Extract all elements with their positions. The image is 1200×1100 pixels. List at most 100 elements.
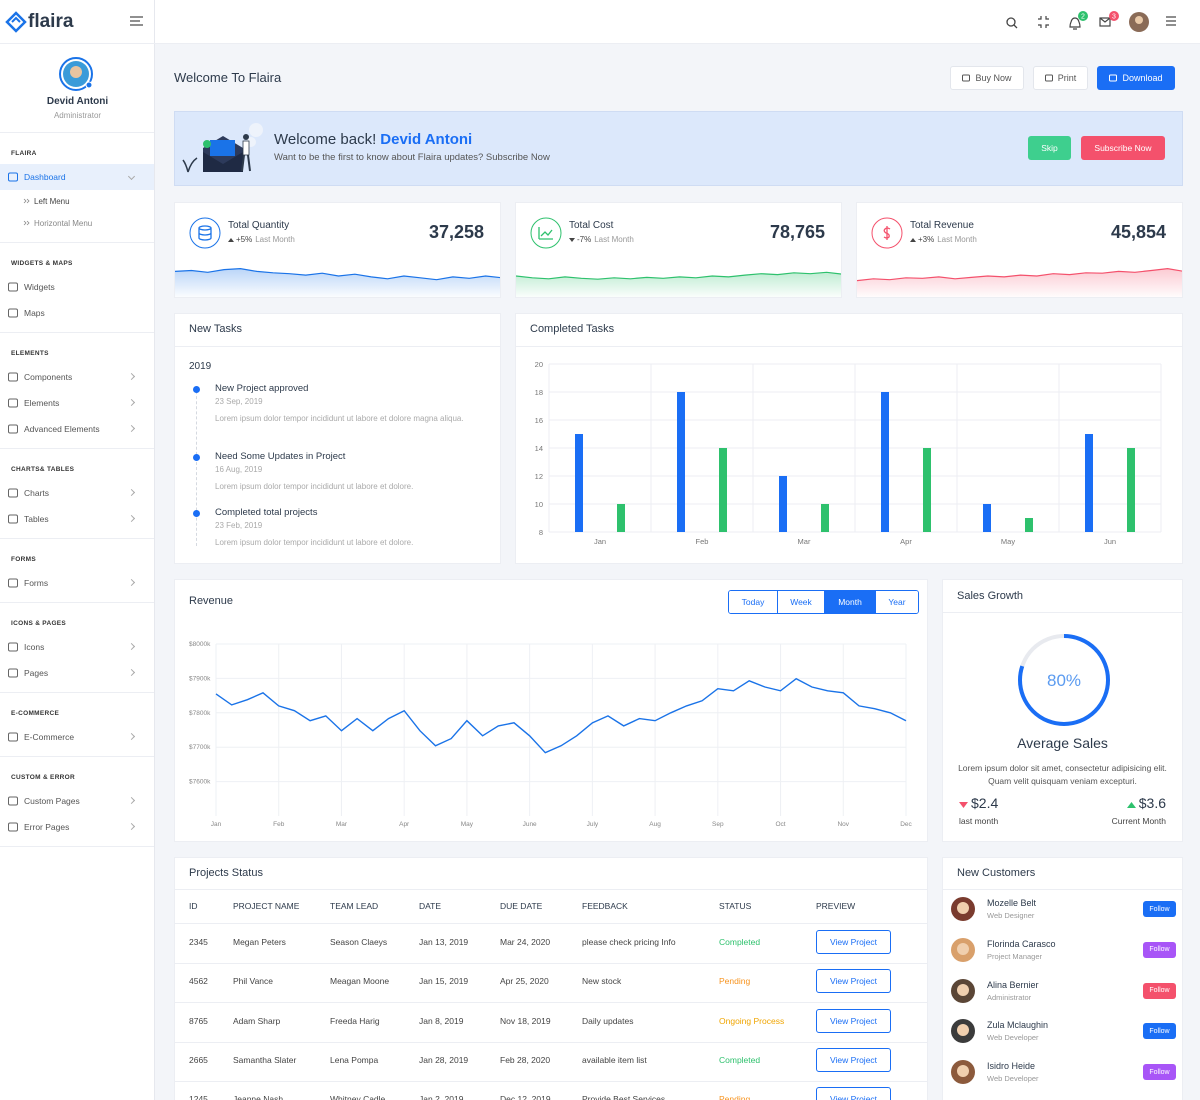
stat-icon: [530, 217, 562, 249]
range-tab[interactable]: Month: [824, 591, 875, 613]
x-tick-label: Apr: [900, 537, 912, 546]
menu-heading: ICONS & PAGES: [11, 620, 67, 627]
menu-item[interactable]: Advanced Elements: [0, 416, 154, 442]
view-project-button[interactable]: View Project: [816, 1087, 891, 1100]
table-cell: Whitney Cadle: [330, 1094, 386, 1100]
follow-button[interactable]: Follow: [1143, 1023, 1176, 1040]
bar: [821, 504, 829, 532]
submenu-item[interactable]: Left Menu: [0, 190, 154, 212]
stat-value: 45,854: [1110, 222, 1166, 242]
menu-item[interactable]: Widgets: [0, 274, 154, 300]
menu-icon: [8, 308, 18, 318]
menu-item[interactable]: Custom Pages: [0, 788, 154, 814]
card-title: New Customers: [957, 867, 1036, 879]
menu-icon: [8, 668, 18, 678]
follow-button[interactable]: Follow: [1143, 941, 1176, 958]
divider: [0, 132, 154, 133]
row-divider: [175, 1002, 927, 1004]
banner-button[interactable]: Subscribe Now: [1081, 136, 1165, 160]
menu-item[interactable]: Dashboard: [0, 164, 154, 190]
range-tab[interactable]: Today: [729, 591, 777, 613]
submenu-item[interactable]: Horizontal Menu: [0, 212, 154, 234]
trend-arrow-shape: [228, 238, 234, 242]
follow-button[interactable]: Follow: [1143, 901, 1176, 917]
menu-label: Elements: [24, 398, 60, 408]
menu-item[interactable]: Error Pages: [0, 814, 154, 840]
menu-icon: [8, 578, 18, 588]
view-project-button[interactable]: View Project: [816, 1008, 891, 1033]
x-tick-label: Jan: [211, 821, 222, 828]
chevron: [127, 424, 136, 433]
x-tick-label: Mar: [336, 821, 348, 828]
view-project-button[interactable]: View Project: [816, 969, 891, 994]
bar-chart: 8 10 12 14 16 18 20 Jan Feb Mar Apr May Jun: [535, 360, 1162, 546]
menu-group: E-COMMERCE E-Commerce: [0, 693, 154, 757]
check-badge: [203, 140, 211, 148]
avatar-face: [957, 1024, 969, 1037]
action-button[interactable]: Buy Now: [950, 66, 1024, 90]
stat-card: Total Revenue +3% Last Month 45,854: [856, 202, 1183, 298]
table-cell: Samantha Slater: [233, 1054, 297, 1065]
menu-item[interactable]: Forms: [0, 570, 154, 596]
table-cell: Jan 15, 2019: [419, 976, 469, 987]
banner-name: Devid Antoni: [380, 131, 473, 148]
y-tick-label: $7800k: [189, 710, 211, 717]
menu-item[interactable]: Tables: [0, 506, 154, 532]
action-button[interactable]: Print: [1033, 66, 1088, 90]
menu-heading: ELEMENTS: [11, 350, 49, 357]
task-text: Lorem ipsum dolor tempor incididunt ut l…: [215, 414, 464, 423]
view-project-button[interactable]: View Project: [816, 1047, 891, 1072]
stat-label: Total Cost: [569, 220, 614, 231]
x-tick-label: Jan: [594, 537, 606, 546]
revenue-line: [215, 677, 907, 754]
sparkline-line: [175, 267, 500, 281]
chevron: [127, 172, 136, 181]
menu-item[interactable]: Components: [0, 364, 154, 390]
banner-heading: Welcome back! Devid Antoni: [274, 131, 472, 148]
stat-label: Total Revenue: [910, 220, 974, 231]
person-legs: [241, 154, 251, 172]
action-button[interactable]: Download: [1097, 66, 1175, 90]
menu-group: CUSTOM & ERROR Custom Pages Error Pages: [0, 757, 154, 847]
profile-avatar: [59, 57, 93, 91]
bar: [1127, 448, 1135, 532]
timeline-line: [196, 386, 197, 546]
row-divider: [175, 963, 927, 964]
table-cell: New stock: [582, 976, 622, 987]
follow-button[interactable]: Follow: [1143, 982, 1176, 999]
card-title: Projects Status: [189, 867, 263, 879]
menu-group: CHARTS& TABLES Charts Tables: [0, 449, 154, 539]
chevron: [127, 398, 136, 407]
expand-icon: [1038, 16, 1049, 28]
menu-label: Custom Pages: [24, 796, 80, 806]
table-cell: Freeda Harig: [330, 1015, 380, 1026]
trend-arrow: [569, 238, 575, 242]
y-tick-label: 10: [535, 500, 543, 509]
menu-item[interactable]: Icons: [0, 634, 154, 660]
sparkline: [857, 267, 1182, 297]
menu-item[interactable]: Charts: [0, 480, 154, 506]
stat-icon-glyph: [198, 225, 212, 241]
x-tick-label: Jun: [1104, 537, 1116, 546]
view-project-button[interactable]: View Project: [816, 930, 891, 954]
stat-icon: [189, 217, 221, 249]
banner-button[interactable]: Skip: [1028, 136, 1071, 160]
trend-arrow-shape: [910, 238, 916, 242]
mail-icon: [1099, 17, 1111, 27]
sparkline: [175, 267, 500, 297]
current-value: $3.6: [1126, 795, 1166, 811]
search-icon: [1006, 17, 1016, 27]
follow-button[interactable]: Follow: [1143, 1064, 1176, 1081]
user-avatar-face: [1135, 16, 1143, 24]
y-tick-label: $7700k: [189, 744, 211, 751]
range-tab[interactable]: Year: [875, 591, 918, 613]
menu-item[interactable]: Elements: [0, 390, 154, 416]
avatar-face: [957, 902, 969, 914]
stat-value: 37,258: [428, 222, 484, 242]
menu-item[interactable]: Pages: [0, 660, 154, 686]
customer-name: Isidro Heide: [987, 1061, 1036, 1072]
range-tab[interactable]: Week: [777, 591, 824, 613]
menu-item[interactable]: E-Commerce: [0, 724, 154, 750]
table-cell: Jan 28, 2019: [419, 1054, 469, 1065]
menu-item[interactable]: Maps: [0, 300, 154, 326]
